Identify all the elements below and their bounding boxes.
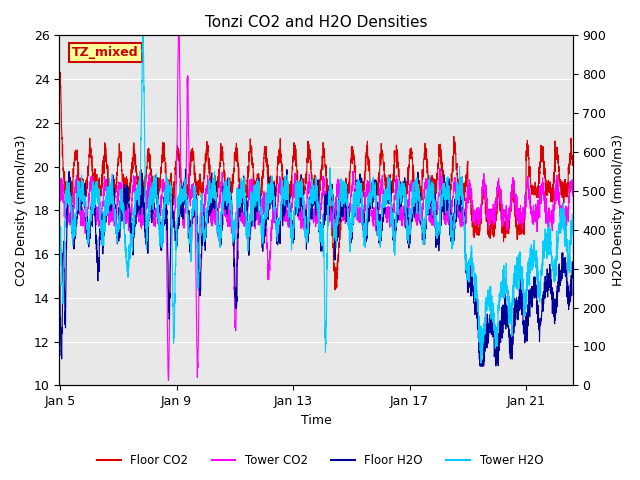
Tower CO2 — [504, 216, 511, 221]
Tower H2O — [559, 211, 567, 216]
Floor CO2 — [56, 70, 64, 75]
Text: TZ_mixed: TZ_mixed — [72, 46, 139, 59]
Title: Tonzi CO2 and H2O Densities: Tonzi CO2 and H2O Densities — [205, 15, 427, 30]
Tower H2O — [504, 287, 511, 292]
Tower H2O — [114, 220, 122, 226]
Floor H2O — [275, 222, 282, 228]
Floor H2O — [182, 167, 189, 172]
Tower CO2 — [114, 203, 122, 208]
Tower CO2 — [145, 181, 152, 187]
Floor H2O — [476, 363, 484, 369]
X-axis label: Time: Time — [301, 414, 332, 427]
Tower CO2 — [175, 15, 183, 21]
Floor H2O — [569, 262, 577, 268]
Floor CO2 — [559, 180, 567, 186]
Tower H2O — [569, 223, 577, 228]
Floor H2O — [114, 235, 122, 241]
Floor H2O — [559, 264, 567, 270]
Line: Floor H2O: Floor H2O — [59, 169, 573, 366]
Tower H2O — [145, 201, 152, 206]
Tower CO2 — [164, 378, 172, 384]
Floor H2O — [55, 259, 63, 264]
Floor CO2 — [145, 146, 152, 152]
Floor H2O — [145, 229, 152, 235]
Floor CO2 — [275, 156, 282, 162]
Tower H2O — [55, 227, 63, 232]
Y-axis label: H2O Density (mmol/m3): H2O Density (mmol/m3) — [612, 134, 625, 287]
Tower H2O — [477, 360, 484, 366]
Tower H2O — [139, 31, 147, 37]
Floor CO2 — [504, 219, 511, 225]
Tower CO2 — [569, 193, 577, 199]
Floor CO2 — [331, 287, 339, 293]
Line: Tower CO2: Tower CO2 — [59, 18, 573, 381]
Tower H2O — [252, 195, 260, 201]
Tower CO2 — [559, 212, 567, 218]
Line: Floor CO2: Floor CO2 — [59, 72, 573, 290]
Y-axis label: CO2 Density (mmol/m3): CO2 Density (mmol/m3) — [15, 135, 28, 286]
Floor CO2 — [114, 163, 122, 169]
Tower H2O — [275, 228, 282, 233]
Tower CO2 — [275, 182, 282, 188]
Legend: Floor CO2, Tower CO2, Floor H2O, Tower H2O: Floor CO2, Tower CO2, Floor H2O, Tower H… — [92, 449, 548, 472]
Floor H2O — [504, 303, 511, 309]
Floor CO2 — [55, 107, 63, 113]
Tower CO2 — [253, 213, 260, 218]
Floor CO2 — [252, 198, 260, 204]
Line: Tower H2O: Tower H2O — [59, 34, 573, 363]
Floor CO2 — [569, 161, 577, 167]
Tower CO2 — [55, 211, 63, 216]
Floor H2O — [252, 190, 260, 195]
